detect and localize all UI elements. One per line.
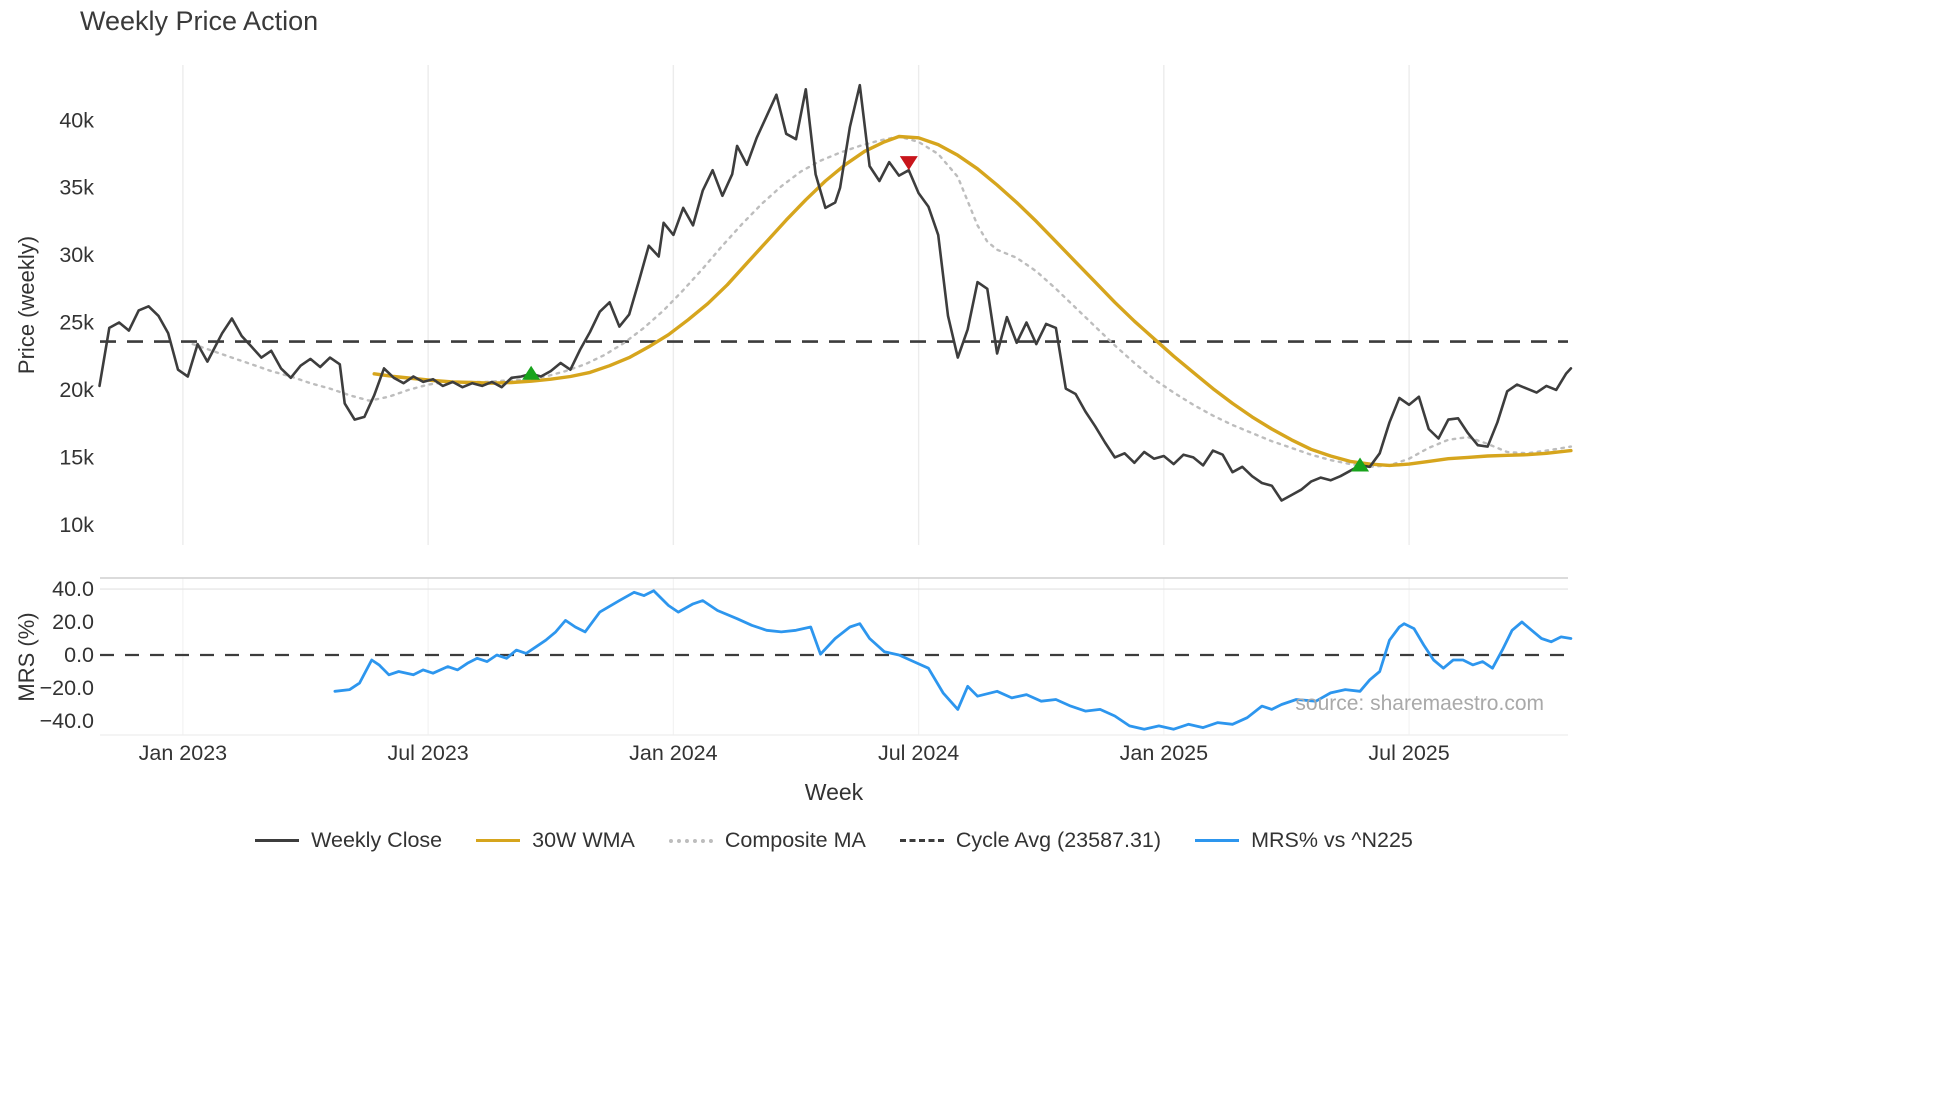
x-tick-label: Jan 2024 [629, 741, 718, 765]
mrs-tick-label: −40.0 [40, 709, 94, 733]
x-tick-label: Jul 2025 [1368, 741, 1449, 765]
mrs-tick-label: 20.0 [52, 610, 94, 634]
price-tick-label: 30k [59, 243, 94, 267]
legend-label-weekly-close: Weekly Close [311, 828, 443, 852]
sell-signal-marker [899, 156, 918, 171]
price-tick-label: 10k [59, 513, 94, 537]
legend-line-sample-composite-ma [668, 838, 713, 843]
price-tick-label: 20k [59, 378, 94, 402]
series-composite-ma [191, 135, 1573, 469]
series-mrs [333, 589, 1573, 731]
series-30w-wma [372, 134, 1573, 468]
legend-item-cycle-avg: Cycle Avg (23587.31) [899, 828, 1162, 853]
x-tick-label: Jan 2023 [139, 741, 228, 765]
legend-label-composite-ma: Composite MA [724, 828, 866, 852]
legend-line-sample-cycle-avg [899, 839, 944, 842]
legend-label-30w-wma: 30W WMA [532, 828, 635, 852]
price-tick-label: 35k [59, 176, 94, 200]
legend-item-mrs: MRS% vs ^N225 [1195, 828, 1413, 853]
price-tick-label: 25k [59, 311, 94, 335]
x-tick-label: Jul 2024 [878, 741, 959, 765]
x-tick-label: Jan 2025 [1120, 741, 1209, 765]
x-axis-label: Week [804, 779, 864, 805]
legend-label-cycle-avg: Cycle Avg (23587.31) [955, 828, 1162, 852]
x-tick-label: Jul 2023 [387, 741, 468, 765]
legend-item-composite-ma: Composite MA [668, 828, 866, 853]
buy-signal-marker [522, 365, 541, 380]
mrs-tick-label: 40.0 [52, 577, 94, 601]
legend-line-sample-weekly-close [255, 839, 300, 842]
mrs-tick-label: −20.0 [40, 676, 94, 700]
legend-line-sample-mrs [1195, 839, 1240, 842]
source-watermark: source: sharemaestro.com [1295, 692, 1544, 715]
legend-label-mrs: MRS% vs ^N225 [1251, 828, 1413, 852]
series-weekly-close [98, 83, 1573, 502]
chart-title: Weekly Price Action [80, 6, 319, 36]
legend-item-weekly-close: Weekly Close [255, 828, 442, 853]
price-tick-label: 15k [59, 445, 94, 469]
legend-line-sample-30w-wma [476, 839, 521, 842]
price-tick-label: 40k [59, 108, 94, 132]
legend-item-30w-wma: 30W WMA [476, 828, 635, 853]
legend: Weekly Close 30W WMA Composite MA Cycle … [100, 828, 1568, 853]
buy-signal-marker [1351, 457, 1370, 472]
mrs-tick-label: 0.0 [64, 643, 94, 667]
